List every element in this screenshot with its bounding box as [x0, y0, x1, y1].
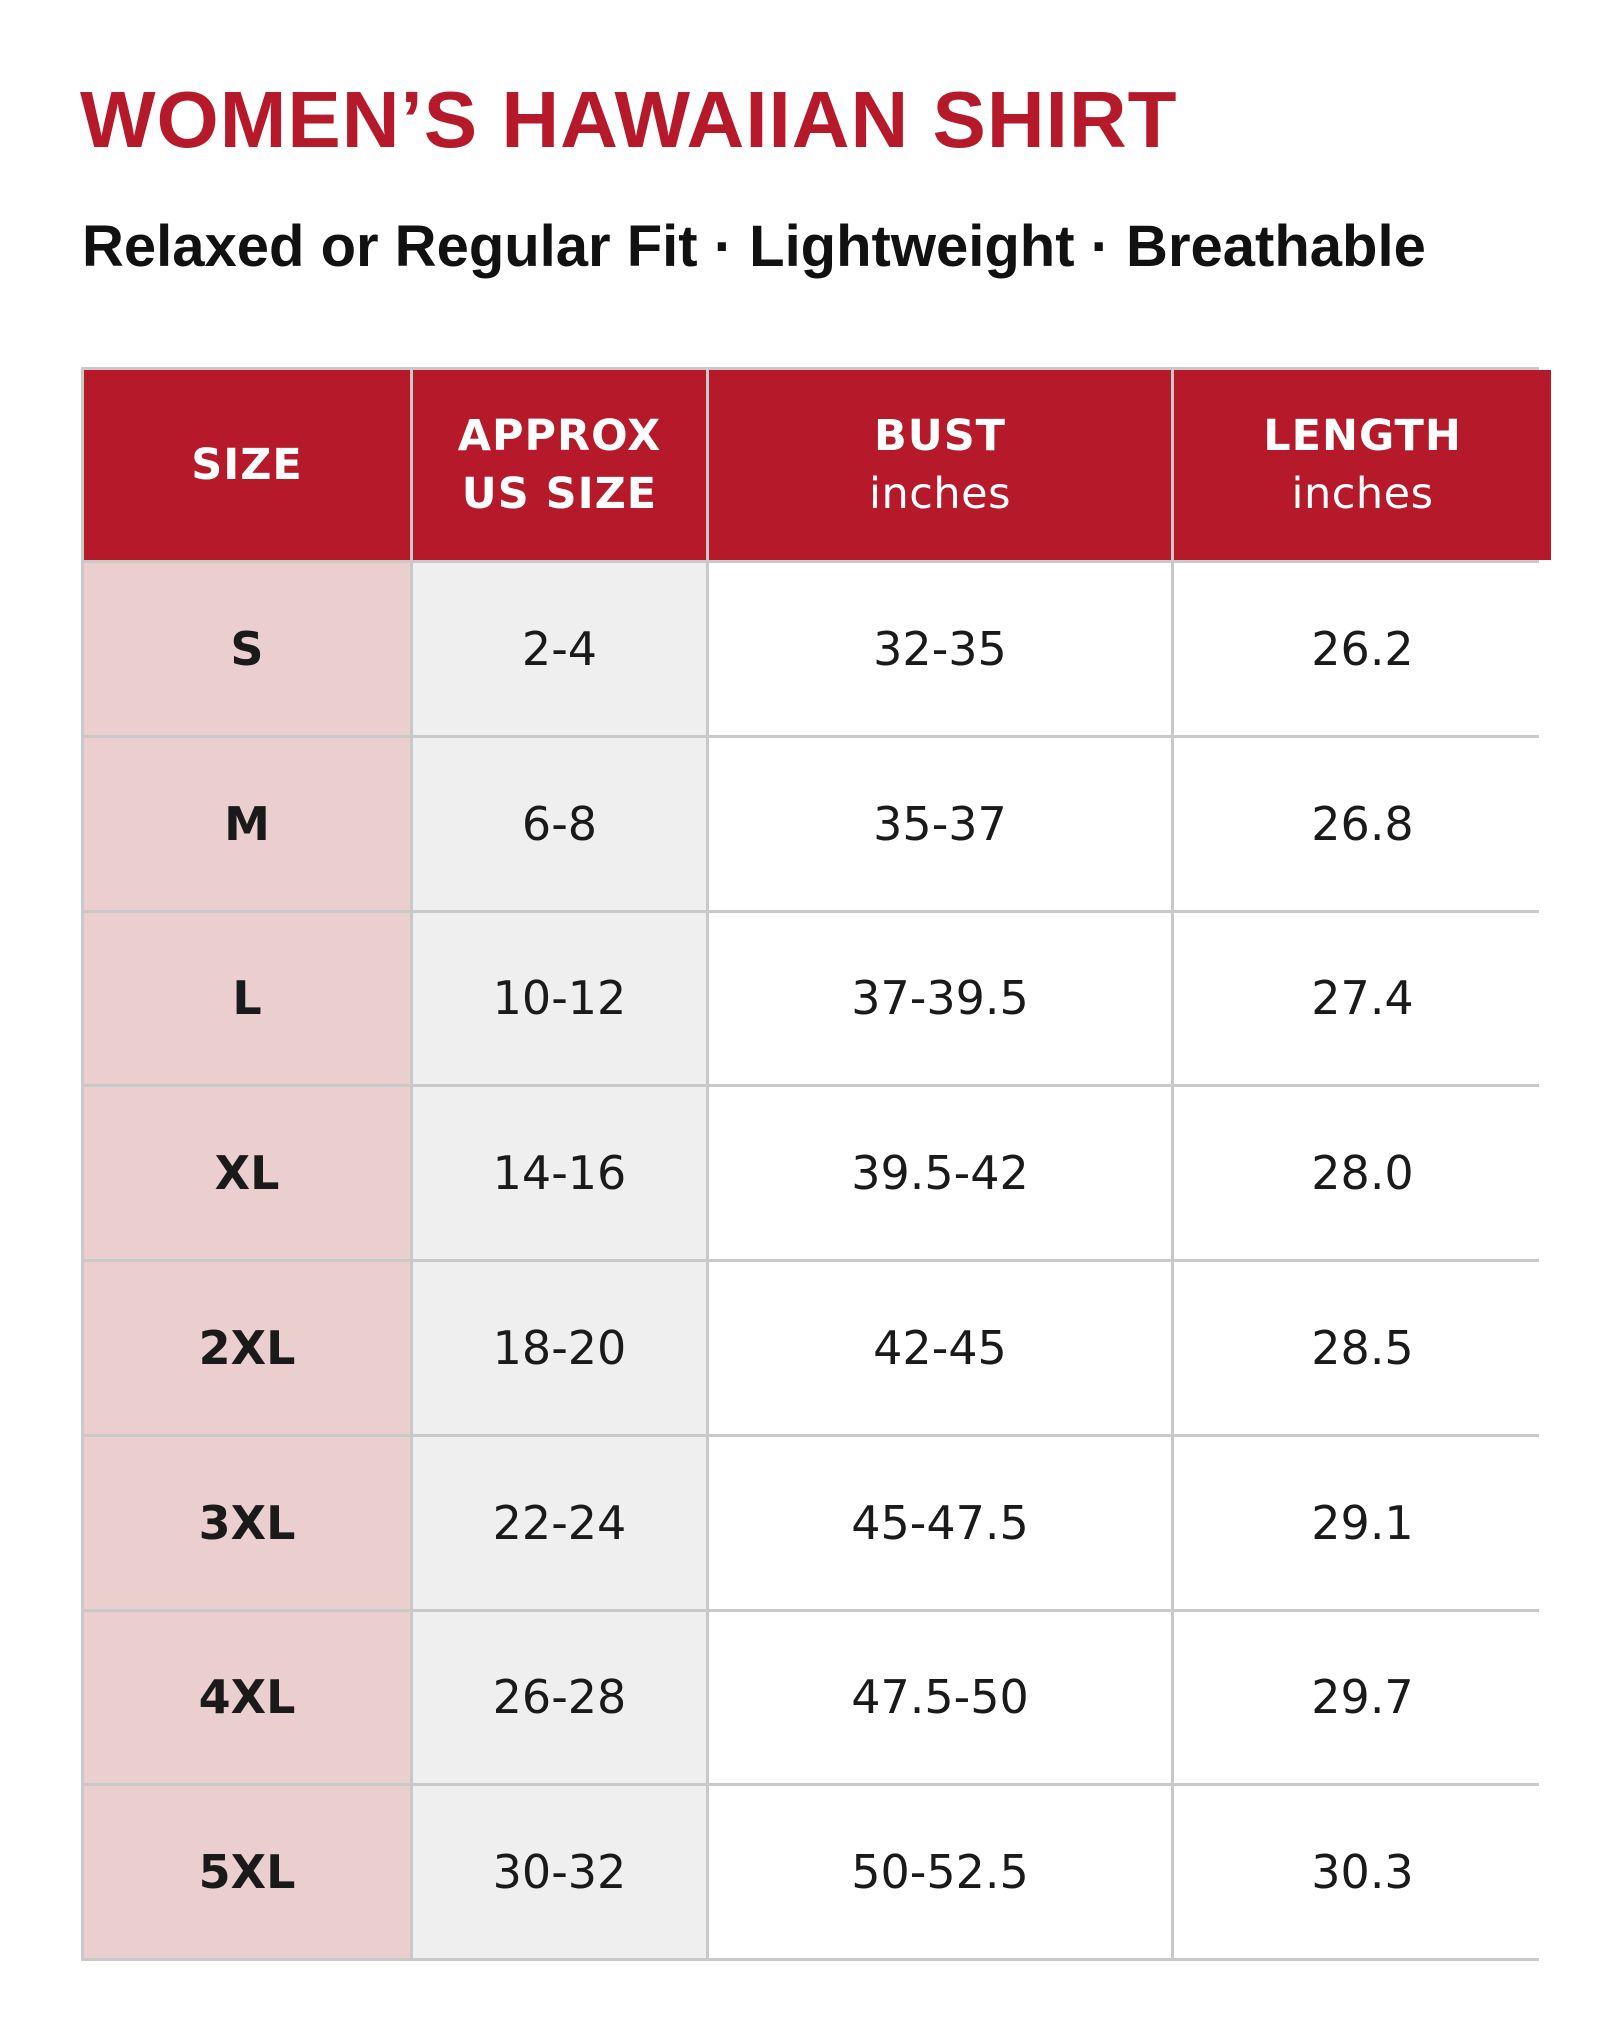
header-text: SIZE — [191, 439, 303, 490]
table-cell: 50-52.5 — [709, 1786, 1171, 1958]
table-cell: 18-20 — [413, 1262, 706, 1434]
table-cell: 30-32 — [413, 1786, 706, 1958]
table-cell: 30.3 — [1174, 1786, 1551, 1958]
table-cell: 10-12 — [413, 912, 706, 1085]
table-cell: 39.5-42 — [709, 1087, 1171, 1259]
table-cell: 29.7 — [1174, 1611, 1551, 1784]
table-cell: 42-45 — [709, 1262, 1171, 1434]
title: WOMEN’S HAWAIIAN SHIRT — [80, 75, 1178, 164]
table-cell: 27.4 — [1174, 912, 1551, 1085]
table-cell: 47.5-50 — [709, 1611, 1171, 1784]
table-cell: M — [84, 737, 410, 910]
table-cell: 29.1 — [1174, 1436, 1551, 1609]
header-text: APPROX — [457, 410, 662, 461]
table-cell: L — [84, 912, 410, 1085]
table-cell: 26.8 — [1174, 737, 1551, 910]
header-text: LENGTH — [1263, 410, 1462, 461]
table-cell: 22-24 — [413, 1436, 706, 1609]
table-cell: 3XL — [84, 1436, 410, 1609]
column-header: LENGTH inches — [1174, 370, 1551, 560]
table-cell: 45-47.5 — [709, 1436, 1171, 1609]
table-cell: XL — [84, 1087, 410, 1259]
table-cell: 2-4 — [413, 563, 706, 735]
table-cell: 26-28 — [413, 1611, 706, 1784]
subtitle: Relaxed or Regular Fit · Lightweight · B… — [82, 214, 1426, 279]
table-cell: 5XL — [84, 1786, 410, 1958]
table-cell: 26.2 — [1174, 563, 1551, 735]
table-cell: 2XL — [84, 1262, 410, 1434]
header-text: US SIZE — [461, 469, 658, 519]
column-header: SIZE — [84, 370, 410, 560]
table-cell: 35-37 — [709, 737, 1171, 910]
table-cell: 37-39.5 — [709, 912, 1171, 1085]
column-header: BUST inches — [709, 370, 1171, 560]
header-text: BUST — [874, 410, 1006, 461]
table-cell: 28.0 — [1174, 1087, 1551, 1259]
table-cell: 6-8 — [413, 737, 706, 910]
table-cell: S — [84, 563, 410, 735]
table-cell: 14-16 — [413, 1087, 706, 1259]
header-unit: inches — [1291, 469, 1434, 519]
table-cell: 32-35 — [709, 563, 1171, 735]
table-cell: 28.5 — [1174, 1262, 1551, 1434]
column-header: APPROX US SIZE — [413, 370, 706, 560]
size-table: SIZE APPROX US SIZE BUST inches LENGTH inches S… — [81, 367, 1551, 1961]
table-cell: 4XL — [84, 1611, 410, 1784]
header-unit: inches — [869, 469, 1011, 519]
